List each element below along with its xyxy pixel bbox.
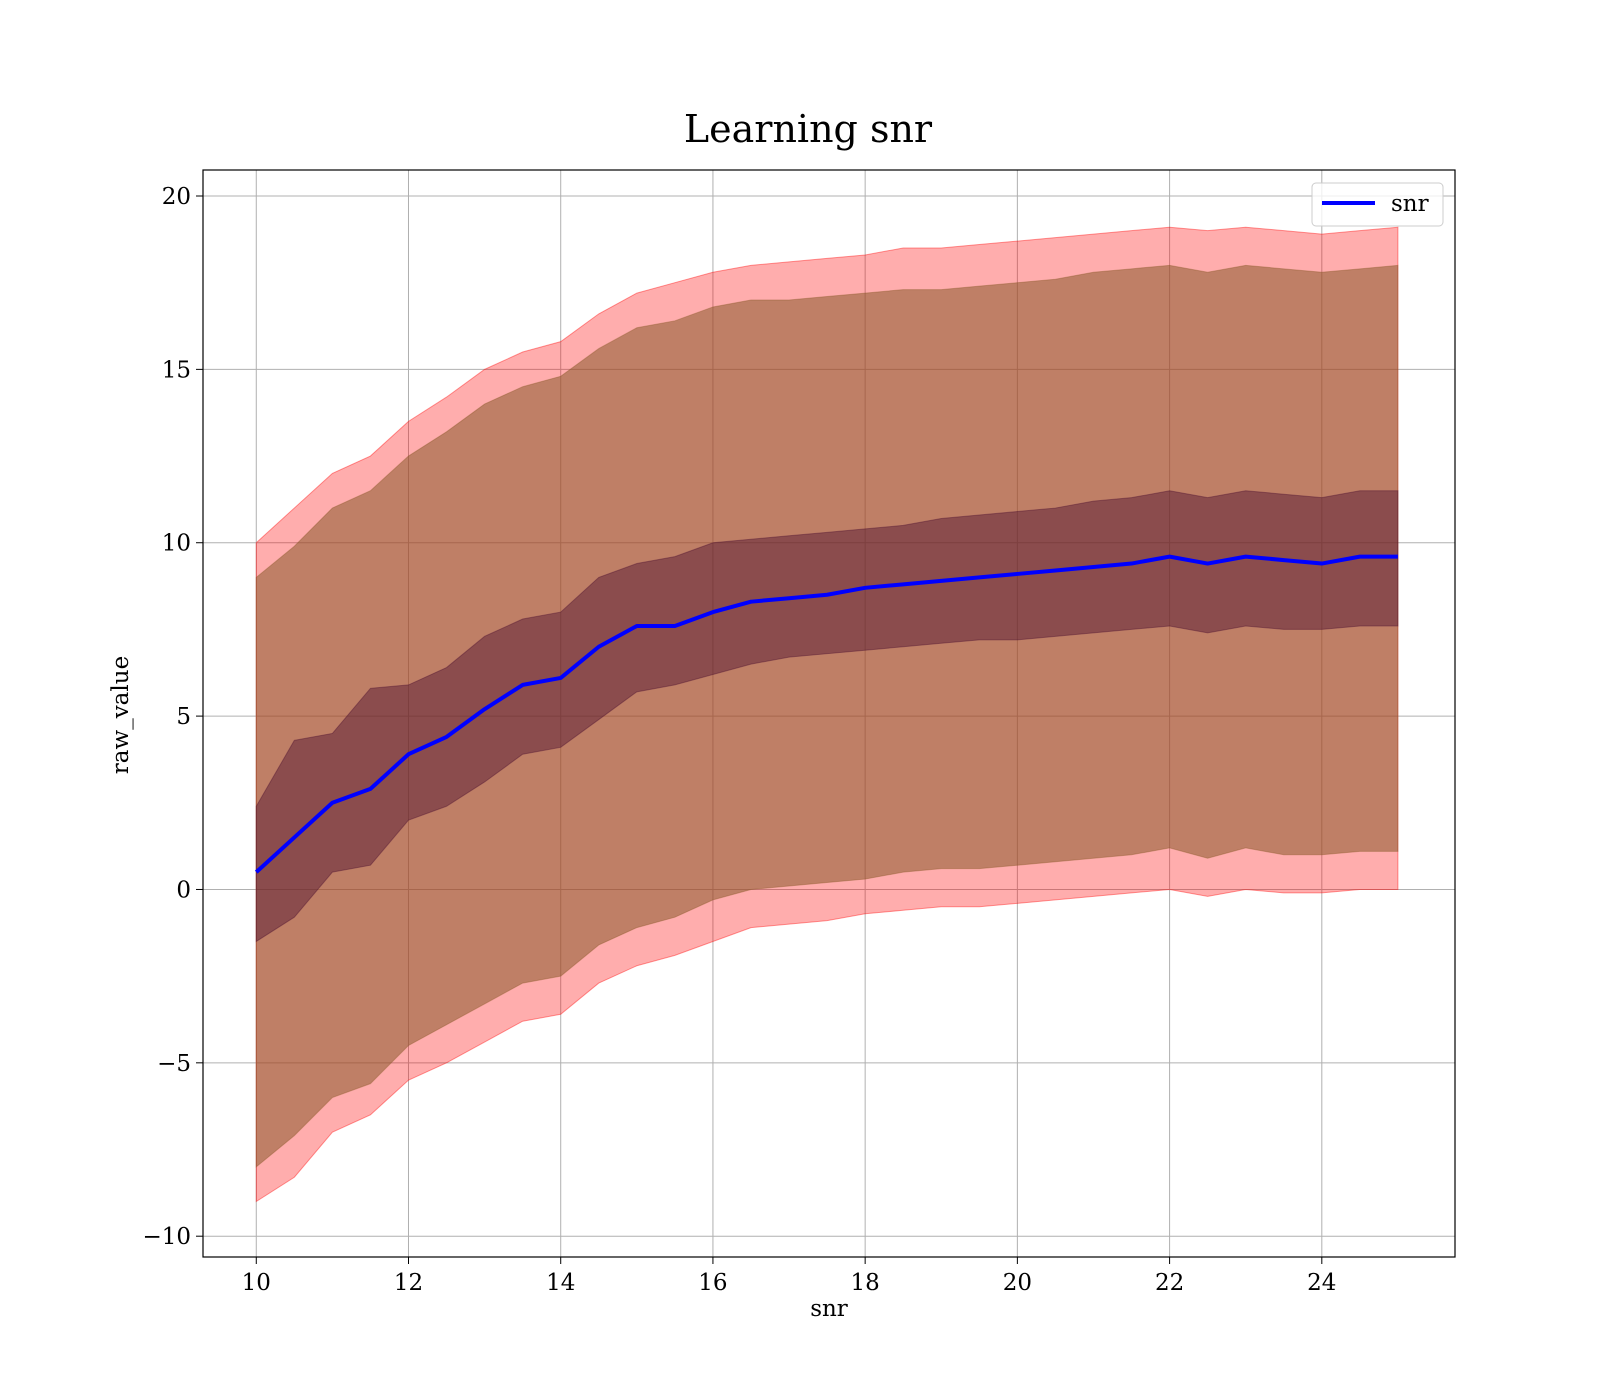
x-axis-label: snr: [810, 1296, 848, 1322]
y-axis-label: raw_value: [108, 656, 134, 774]
confidence-bands: [255, 226, 1399, 1203]
legend: snr: [1311, 182, 1444, 227]
y-tick-label: 5: [176, 704, 191, 730]
x-tick-label: 12: [394, 1270, 423, 1296]
legend-label-snr: snr: [1391, 191, 1429, 217]
x-tick-label: 22: [1155, 1270, 1184, 1296]
band-inner: [255, 490, 1399, 943]
ticks: 10 12 14 16 18 20 22 24 −10 −5 0 5 10 15 20: [142, 184, 1336, 1296]
y-tick-label: 15: [162, 357, 191, 383]
x-tick-label: 24: [1307, 1270, 1336, 1296]
series-line-snr: [254, 554, 1398, 874]
y-tick-label: 0: [176, 877, 191, 903]
x-tick-label: 14: [546, 1270, 575, 1296]
legend-box: [1311, 182, 1444, 227]
x-tick-label: 18: [851, 1270, 880, 1296]
plot-area-frame: [202, 169, 1456, 1258]
chart-title: Learning snr: [684, 107, 933, 151]
x-tick-label: 20: [1003, 1270, 1032, 1296]
series-layer: [254, 554, 1398, 874]
x-tick-label: 16: [698, 1270, 727, 1296]
y-tick-label: 20: [162, 184, 191, 210]
y-tick-label: 10: [162, 531, 191, 557]
band-middle: [255, 264, 1399, 1168]
x-tick-label: 10: [242, 1270, 271, 1296]
y-tick-label: −5: [157, 1051, 191, 1077]
y-tick-label: −10: [142, 1224, 191, 1250]
